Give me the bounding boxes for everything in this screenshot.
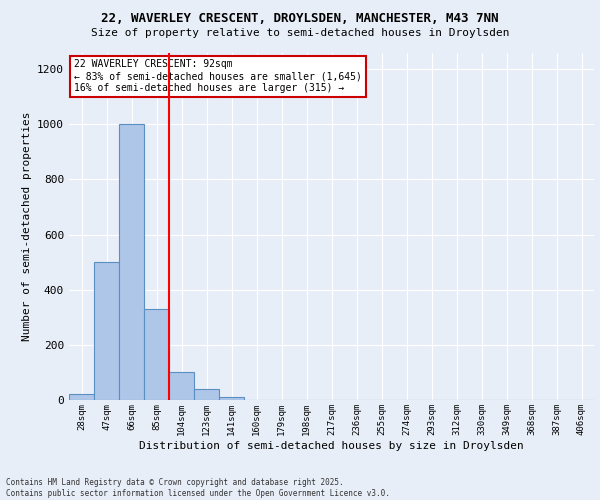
Text: 22 WAVERLEY CRESCENT: 92sqm
← 83% of semi-detached houses are smaller (1,645)
16: 22 WAVERLEY CRESCENT: 92sqm ← 83% of sem…	[74, 60, 362, 92]
Bar	[169, 372, 194, 400]
Text: Size of property relative to semi-detached houses in Droylsden: Size of property relative to semi-detach…	[91, 28, 509, 38]
Bar	[219, 397, 244, 400]
Y-axis label: Number of semi-detached properties: Number of semi-detached properties	[22, 112, 32, 341]
Text: Contains HM Land Registry data © Crown copyright and database right 2025.
Contai: Contains HM Land Registry data © Crown c…	[6, 478, 390, 498]
Bar	[144, 309, 169, 400]
Bar	[119, 124, 144, 400]
Bar	[194, 389, 219, 400]
Bar	[94, 262, 119, 400]
X-axis label: Distribution of semi-detached houses by size in Droylsden: Distribution of semi-detached houses by …	[139, 440, 524, 450]
Text: 22, WAVERLEY CRESCENT, DROYLSDEN, MANCHESTER, M43 7NN: 22, WAVERLEY CRESCENT, DROYLSDEN, MANCHE…	[101, 12, 499, 26]
Bar	[69, 394, 94, 400]
